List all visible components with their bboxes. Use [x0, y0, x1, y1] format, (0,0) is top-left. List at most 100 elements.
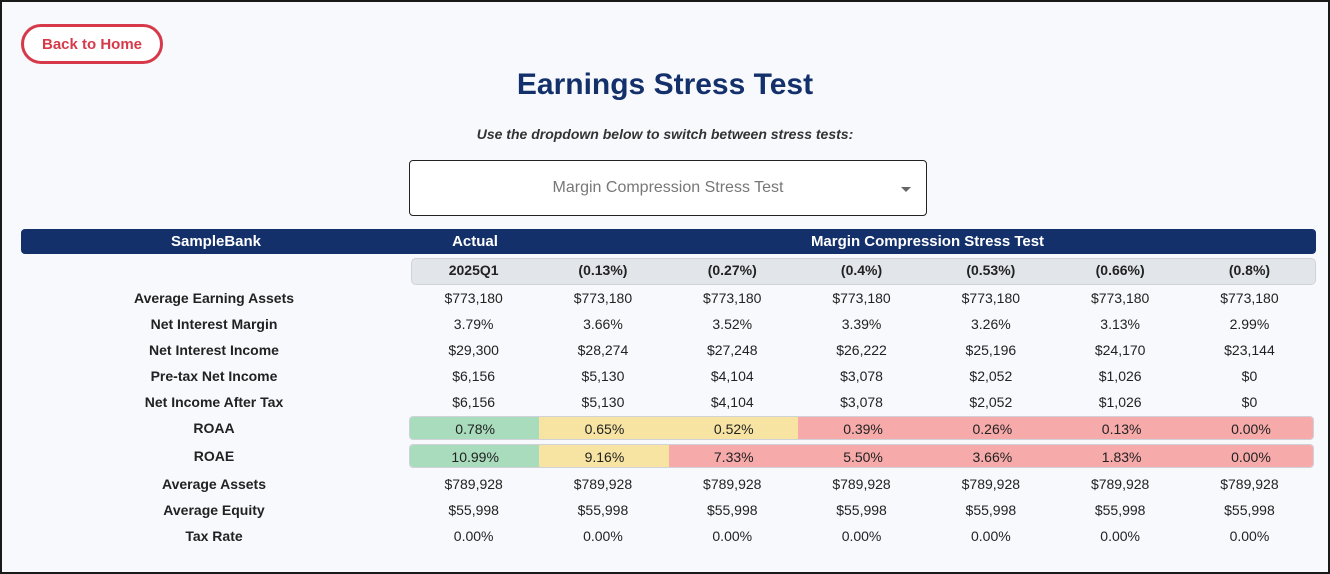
table-cell: $789,928 [961, 476, 1021, 492]
table-cell: 0.00% [1100, 528, 1140, 544]
table-cell: $0 [1241, 368, 1258, 384]
table-cell: $5,130 [581, 394, 625, 410]
row-label: Average Assets [161, 476, 267, 492]
column-header: (0.8%) [1228, 262, 1271, 278]
page-title: Earnings Stress Test [516, 68, 814, 101]
table-cell: $4,104 [710, 368, 754, 384]
table-cell: 3.39% [841, 316, 882, 332]
table-cell: $5,130 [581, 368, 625, 384]
chevron-down-icon [901, 187, 911, 192]
table-cell: 9.16% [539, 445, 670, 467]
table-cell: $1,026 [1098, 368, 1142, 384]
table-cell: $55,998 [836, 502, 887, 518]
table-cell: $2,052 [969, 394, 1013, 410]
table-cell: $773,180 [1220, 290, 1279, 306]
table-cell: $28,274 [577, 342, 629, 358]
highlight-row: 10.99% 9.16% 7.33% 5.50% 3.66% 1.83% 0.00% [409, 444, 1314, 468]
table-header-bar: SampleBank Actual Margin Compression Str… [21, 229, 1316, 254]
column-header: (0.66%) [1095, 262, 1145, 278]
table-cell: $55,998 [706, 502, 758, 518]
stress-test-dropdown[interactable]: Margin Compression Stress Test [409, 160, 927, 216]
row-label: Net Interest Income [149, 342, 279, 358]
row-label: Tax Rate [185, 528, 243, 544]
table-cell: 3.79% [453, 316, 494, 332]
row-label: Net Interest Margin [150, 316, 278, 332]
table-cell: 0.00% [453, 528, 494, 544]
table-cell: $773,180 [703, 290, 762, 306]
table-cell: 0.00% [970, 528, 1011, 544]
table-cell: $55,998 [1224, 502, 1275, 518]
table-cell: 1.83% [1056, 445, 1187, 467]
table-cell: $55,998 [965, 502, 1017, 518]
column-header: (0.4%) [840, 262, 883, 278]
table-cell: 3.66% [927, 445, 1058, 467]
table-cell: 7.33% [668, 445, 799, 467]
table-cell: $4,104 [710, 394, 754, 410]
back-to-home-button[interactable]: Back to Home [21, 24, 163, 64]
table-cell: 3.66% [583, 316, 623, 332]
table-cell: $2,052 [969, 368, 1013, 384]
row-label: ROAA [193, 420, 235, 436]
row-label: Pre-tax Net Income [150, 368, 278, 384]
table-cell: 0.00% [583, 528, 623, 544]
dropdown-selected-value: Margin Compression Stress Test [552, 179, 784, 196]
table-cell: $23,144 [1224, 342, 1275, 358]
table-cell: $773,180 [444, 290, 503, 306]
table-cell: 0.00% [841, 528, 882, 544]
table-cell: $789,928 [1220, 476, 1279, 492]
table-cell: $773,180 [961, 290, 1021, 306]
table-cell: $773,180 [1090, 290, 1150, 306]
row-label: Average Earning Assets [133, 290, 295, 306]
row-label: ROAE [193, 448, 235, 464]
table-cell: $25,196 [965, 342, 1017, 358]
table-cell: $6,156 [452, 394, 496, 410]
highlight-row: 0.78% 0.65% 0.52% 0.39% 0.26% 0.13% 0.00% [409, 416, 1314, 440]
table-cell: 0.39% [797, 417, 929, 439]
table-cell: $3,078 [840, 368, 883, 384]
table-cell: 0.00% [1185, 417, 1313, 439]
table-cell: 2.99% [1229, 316, 1270, 332]
table-cell: $55,998 [1094, 502, 1146, 518]
table-cell: 0.00% [1185, 445, 1313, 467]
row-label: Net Income After Tax [144, 394, 284, 410]
table-cell: $789,928 [832, 476, 891, 492]
table-cell: $29,300 [448, 342, 499, 358]
table-cell: 3.26% [970, 316, 1011, 332]
table-cell: $789,928 [573, 476, 633, 492]
table-cell: $789,928 [703, 476, 762, 492]
row-label: Average Equity [163, 502, 265, 518]
table-cell: $773,180 [832, 290, 891, 306]
column-header: (0.53%) [966, 262, 1016, 278]
column-header: (0.13%) [578, 262, 628, 278]
table-cell: $1,026 [1098, 394, 1142, 410]
table-cell: $27,248 [706, 342, 758, 358]
table-cell: 0.00% [712, 528, 753, 544]
table-cell: $789,928 [444, 476, 503, 492]
table-cell: $6,156 [452, 368, 496, 384]
page-subtitle: Use the dropdown below to switch between… [476, 126, 854, 142]
table-cell: 5.50% [797, 445, 929, 467]
column-header: (0.27%) [707, 262, 757, 278]
table-cell: $55,998 [577, 502, 629, 518]
table-cell: $55,998 [448, 502, 499, 518]
table-cell: 0.26% [927, 417, 1058, 439]
table-cell: 3.13% [1100, 316, 1140, 332]
actual-header: Actual [452, 233, 498, 250]
table-cell: 0.13% [1056, 417, 1187, 439]
bank-name-header: SampleBank [170, 233, 262, 250]
table-cell: 3.52% [712, 316, 753, 332]
table-cell: 0.78% [410, 417, 541, 439]
scenario-header: Margin Compression Stress Test [810, 233, 1045, 250]
table-cell: 0.00% [1229, 528, 1270, 544]
table-cell: 0.52% [668, 417, 799, 439]
table-cell: $0 [1241, 394, 1258, 410]
table-cell: $24,170 [1094, 342, 1146, 358]
table-cell: $3,078 [840, 394, 883, 410]
column-header: 2025Q1 [448, 262, 499, 278]
column-subheader-bar [411, 258, 1316, 285]
table-cell: 0.65% [539, 417, 670, 439]
table-cell: $789,928 [1090, 476, 1150, 492]
table-cell: $773,180 [573, 290, 633, 306]
table-cell: $26,222 [836, 342, 887, 358]
